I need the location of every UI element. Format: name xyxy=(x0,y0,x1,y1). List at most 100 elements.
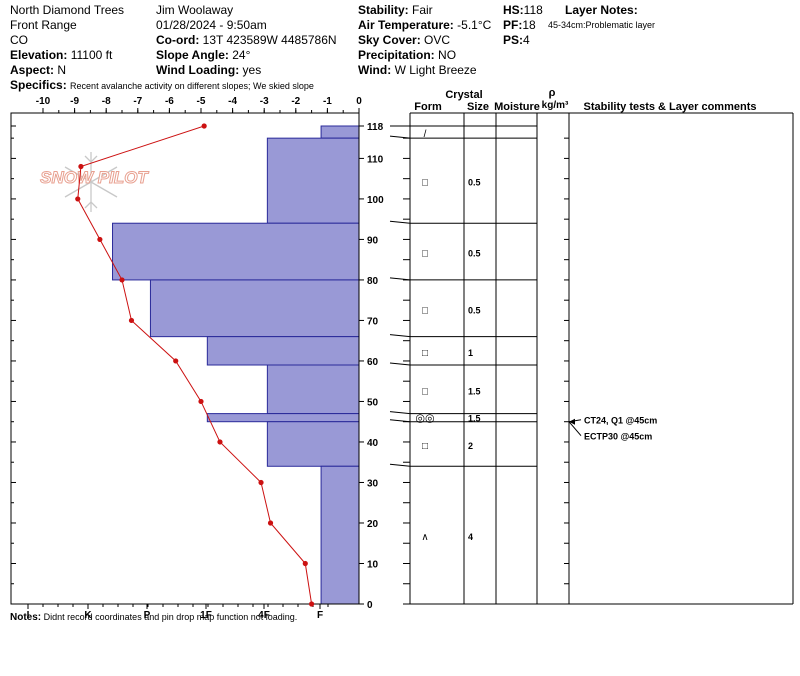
crystal-size: 0.5 xyxy=(468,305,481,315)
elevation-value: 11100 ft xyxy=(70,48,113,62)
temperature-point xyxy=(302,560,308,567)
temp-tick-label: -8 xyxy=(102,96,111,107)
hardness-profile xyxy=(112,125,360,605)
moisture-header: Moisture xyxy=(494,101,540,113)
hardness-bar xyxy=(266,421,360,467)
crystal-size: 0.5 xyxy=(468,249,481,259)
sky-label: Sky Cover: xyxy=(358,33,421,47)
header-col-site: North Diamond Trees Front Range CO Eleva… xyxy=(10,3,314,94)
precip-label: Precipitation: xyxy=(358,48,435,62)
stability-row: Stability: Fair xyxy=(358,3,491,18)
hardness-bar xyxy=(320,125,360,139)
temperature-point xyxy=(78,163,84,170)
temp-tick-label: -10 xyxy=(36,96,51,107)
watermark-text: SNOW PILOT xyxy=(40,168,149,187)
precip-value: NO xyxy=(438,48,457,62)
air-temp-row: Air Temperature: -5.1°C xyxy=(358,18,491,33)
ps-label: PS: xyxy=(503,33,524,47)
temp-tick-label: -1 xyxy=(323,96,332,107)
crystal-header: Crystal xyxy=(445,89,482,101)
depth-tick-label: 80 xyxy=(367,276,379,287)
temp-tick-label: 0 xyxy=(356,96,362,107)
pf-label: PF: xyxy=(503,18,523,32)
temp-tick-label: -7 xyxy=(133,96,142,107)
wind-label: Wind: xyxy=(358,63,392,77)
crystal-form: ∧ xyxy=(421,532,428,543)
crystal-form: / xyxy=(424,129,427,140)
temperature-point xyxy=(201,123,207,129)
temp-tick-label: -3 xyxy=(260,96,269,107)
layer-connector xyxy=(389,362,411,366)
hs-value: 118 xyxy=(523,3,543,17)
temperature-profile xyxy=(75,123,315,607)
crystal-size: 1.5 xyxy=(468,414,481,424)
crystal-form: □ xyxy=(422,305,428,316)
aspect-label: Aspect: xyxy=(10,63,55,77)
ps-row: PS:4 xyxy=(503,33,543,48)
specifics-label: Specifics: xyxy=(10,78,67,92)
hs-label: HS: xyxy=(503,3,524,17)
coord-value: 13T 423589W 4485786N xyxy=(202,33,337,47)
coord-label: Co-ord: xyxy=(156,33,200,47)
crystal-form: □ xyxy=(422,348,428,359)
aspect-value: N xyxy=(57,63,67,77)
crystal-size: 4 xyxy=(468,532,473,542)
crystal-form: □ xyxy=(422,178,428,189)
chart-axes: -10 -9 -8 -7 -6 -5 -4 -3 -2 -1 0I K P 1F 4F F0102030405… xyxy=(11,96,384,621)
crystal-form: □ xyxy=(422,249,428,260)
pf-row: PF:18 xyxy=(503,18,543,33)
crystal-form: □ xyxy=(422,386,428,397)
temp-tick-label: -6 xyxy=(165,96,174,107)
depth-tick-label: 20 xyxy=(367,519,379,530)
stability-tests: CT24, Q1 @45cm ECTP30 @45cm xyxy=(568,416,657,442)
slope-label: Slope Angle: xyxy=(156,48,229,62)
crystal-size: 1 xyxy=(468,348,473,358)
temperature-point xyxy=(97,236,103,243)
specifics-value: Recent avalanche activity on different s… xyxy=(70,81,314,91)
temperature-point xyxy=(198,398,204,405)
layer-connector xyxy=(389,463,411,467)
temperature-point xyxy=(173,358,179,364)
hardness-bar xyxy=(149,279,360,338)
slope-value: 24° xyxy=(232,48,251,62)
temperature-point xyxy=(75,196,81,202)
temperature-point xyxy=(258,479,264,486)
hardness-bar xyxy=(266,137,360,224)
temp-tick-label: -5 xyxy=(197,96,206,107)
depth-tick-label: 110 xyxy=(367,154,384,165)
depth-tick-label: 50 xyxy=(367,397,379,408)
hardness-tick-label: K xyxy=(84,610,92,621)
layer-table: Crystal Form Size Moisture ρ kg/m³ Stabi… xyxy=(389,87,794,605)
depth-tick-label: 118 xyxy=(367,122,384,133)
temp-tick-label: -4 xyxy=(228,96,237,107)
stability-test-label: CT24, Q1 @45cm xyxy=(584,416,657,426)
location-name: North Diamond Trees xyxy=(10,3,125,17)
depth-tick-label: 70 xyxy=(367,316,379,327)
wind-loading-value: yes xyxy=(242,63,262,77)
crystal-size: 0.5 xyxy=(468,178,481,188)
aspect-row: Aspect: N xyxy=(10,63,314,78)
snowflake-icon xyxy=(64,152,118,212)
table-ticks xyxy=(403,137,569,605)
stability-label: Stability: xyxy=(358,3,409,17)
hardness-bar xyxy=(206,413,360,423)
temperature-point xyxy=(119,277,125,283)
hs-row: HS:118 xyxy=(503,3,543,18)
temp-tick-label: -9 xyxy=(70,96,79,107)
density-symbol: ρ xyxy=(549,87,556,99)
hardness-tick-label: 1F xyxy=(200,610,212,621)
temp-tick-label: -2 xyxy=(291,96,300,107)
hardness-tick-label: F xyxy=(317,610,323,621)
depth-tick-label: 10 xyxy=(367,559,379,570)
hardness-tick-label: P xyxy=(144,610,151,621)
layer-notes-title: Layer Notes: xyxy=(565,3,638,17)
depth-tick-label: 0 xyxy=(367,600,373,611)
density-unit: kg/m³ xyxy=(542,100,569,111)
elevation-row: Elevation: 11100 ft xyxy=(10,48,314,63)
slope-row: Slope Angle: 24° xyxy=(156,48,337,63)
notes-row: Notes: Didnt record coordinates and pin … xyxy=(10,612,297,623)
layer-connector xyxy=(389,411,411,415)
stability-comments-header: Stability tests & Layer comments xyxy=(583,101,756,113)
crystal-size: 2 xyxy=(468,441,473,451)
notes-label: Notes: xyxy=(10,612,42,623)
